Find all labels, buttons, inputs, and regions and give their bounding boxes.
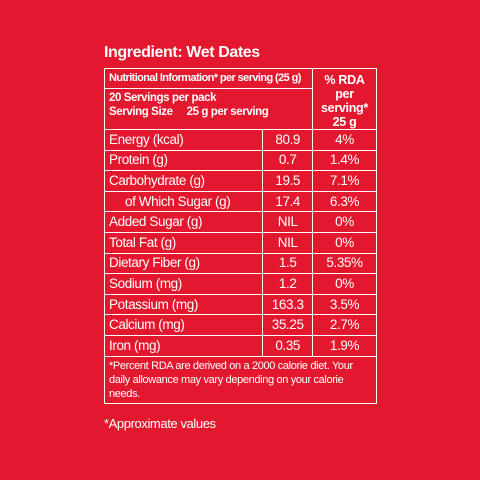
nutrition-table: Nutritional Information* per serving (25… — [103, 68, 377, 404]
nutrient-row: Total Fat (g) NIL 0% — [103, 231, 377, 254]
table-body: Nutritional Information* per serving (25… — [103, 68, 377, 404]
footnote: *Percent RDA are derived on a 2000 calor… — [104, 355, 377, 404]
nutrient-row: Sodium (mg) 1.2 0% — [103, 273, 377, 295]
nutrient-row: Dietary Fiber (g) 1.5 5.35% — [103, 252, 377, 275]
nutrient-rda: 2.7% — [312, 314, 377, 336]
serving-size: Serving Size 25 g per serving — [109, 105, 308, 119]
nutrient-rda: 7.1% — [312, 170, 377, 192]
nutrient-label: Added Sugar (g) — [103, 211, 264, 233]
nutrient-value: 1.5 — [262, 252, 313, 275]
nutrient-label: Carbohydrate (g) — [103, 170, 264, 192]
nutrition-info: Nutritional Information* per serving (25… — [104, 68, 313, 89]
nutrient-rda: 6.3% — [312, 190, 377, 213]
nutrient-value: 163.3 — [262, 293, 313, 316]
nutrient-rda: 1.4% — [312, 149, 377, 172]
nutrient-rda: 0% — [312, 273, 377, 295]
rda-serving: 25 g — [332, 115, 357, 129]
nutrient-label: Protein (g) — [103, 149, 264, 172]
nutrient-value: 19.5 — [262, 170, 313, 192]
servings-row: 20 Servings per pack Serving Size 25 g pe… — [104, 87, 377, 131]
nutrient-row: Energy (kcal) 80.9 4% — [103, 129, 377, 151]
nutrient-row: Iron (mg) 0.35 1.9% — [103, 334, 377, 357]
nutrient-value: 0.7 — [262, 149, 313, 172]
nutrient-rda: 1.9% — [312, 334, 377, 357]
nutrient-label: Iron (mg) — [103, 334, 264, 357]
nutrient-label: Energy (kcal) — [103, 129, 264, 151]
rda-header-text: % RDA per serving* — [321, 73, 368, 115]
nutrient-label: Dietary Fiber (g) — [103, 252, 264, 275]
serving-size-value: 25 g per serving — [186, 105, 269, 118]
nutrient-row: of Which Sugar (g) 17.4 6.3% — [103, 190, 377, 213]
nutrient-row: Calcium (mg) 35.25 2.7% — [103, 314, 377, 336]
nutrient-rda: 0% — [312, 211, 377, 233]
nutrient-label: Sodium (mg) — [103, 273, 264, 295]
servings: 20 Servings per pack Serving Size 25 g pe… — [104, 87, 313, 131]
nutrient-row: Potassium (mg) 163.3 3.5% — [103, 293, 377, 316]
nutrient-rda: 5.35% — [312, 252, 377, 275]
nutrient-rda: 4% — [312, 129, 377, 151]
nutrient-label: of Which Sugar (g) — [103, 190, 264, 213]
nutrient-value: 17.4 — [262, 190, 313, 213]
nutrient-label: Potassium (mg) — [103, 293, 264, 316]
nutrient-value: 1.2 — [262, 273, 313, 295]
nutrient-value: NIL — [262, 211, 313, 233]
servings-per-pack: 20 Servings per pack — [109, 91, 217, 104]
nutrient-label: Total Fat (g) — [103, 231, 264, 254]
nutrient-value: NIL — [262, 231, 313, 254]
nutrient-value: 0.35 — [262, 334, 313, 357]
nutrient-rda: 0% — [312, 231, 377, 254]
nutrient-rda: 3.5% — [312, 293, 377, 316]
note: *Approximate values — [104, 416, 216, 431]
footnote-row: *Percent RDA are derived on a 2000 calor… — [104, 355, 377, 404]
nutrient-row: Protein (g) 0.7 1.4% — [103, 149, 377, 172]
nutrient-label: Calcium (mg) — [103, 314, 264, 336]
title: Ingredient: Wet Dates — [104, 44, 260, 61]
nutrient-row: Added Sugar (g) NIL 0% — [103, 211, 377, 233]
header-row: Nutritional Information* per serving (25… — [104, 68, 377, 130]
nutrient-row: Carbohydrate (g) 19.5 7.1% — [103, 170, 377, 192]
nutrient-value: 35.25 — [262, 314, 313, 336]
serving-size-label: Serving Size — [109, 105, 173, 118]
rda-header: % RDA per serving* 25 g — [312, 68, 377, 130]
nutrient-value: 80.9 — [262, 129, 313, 151]
